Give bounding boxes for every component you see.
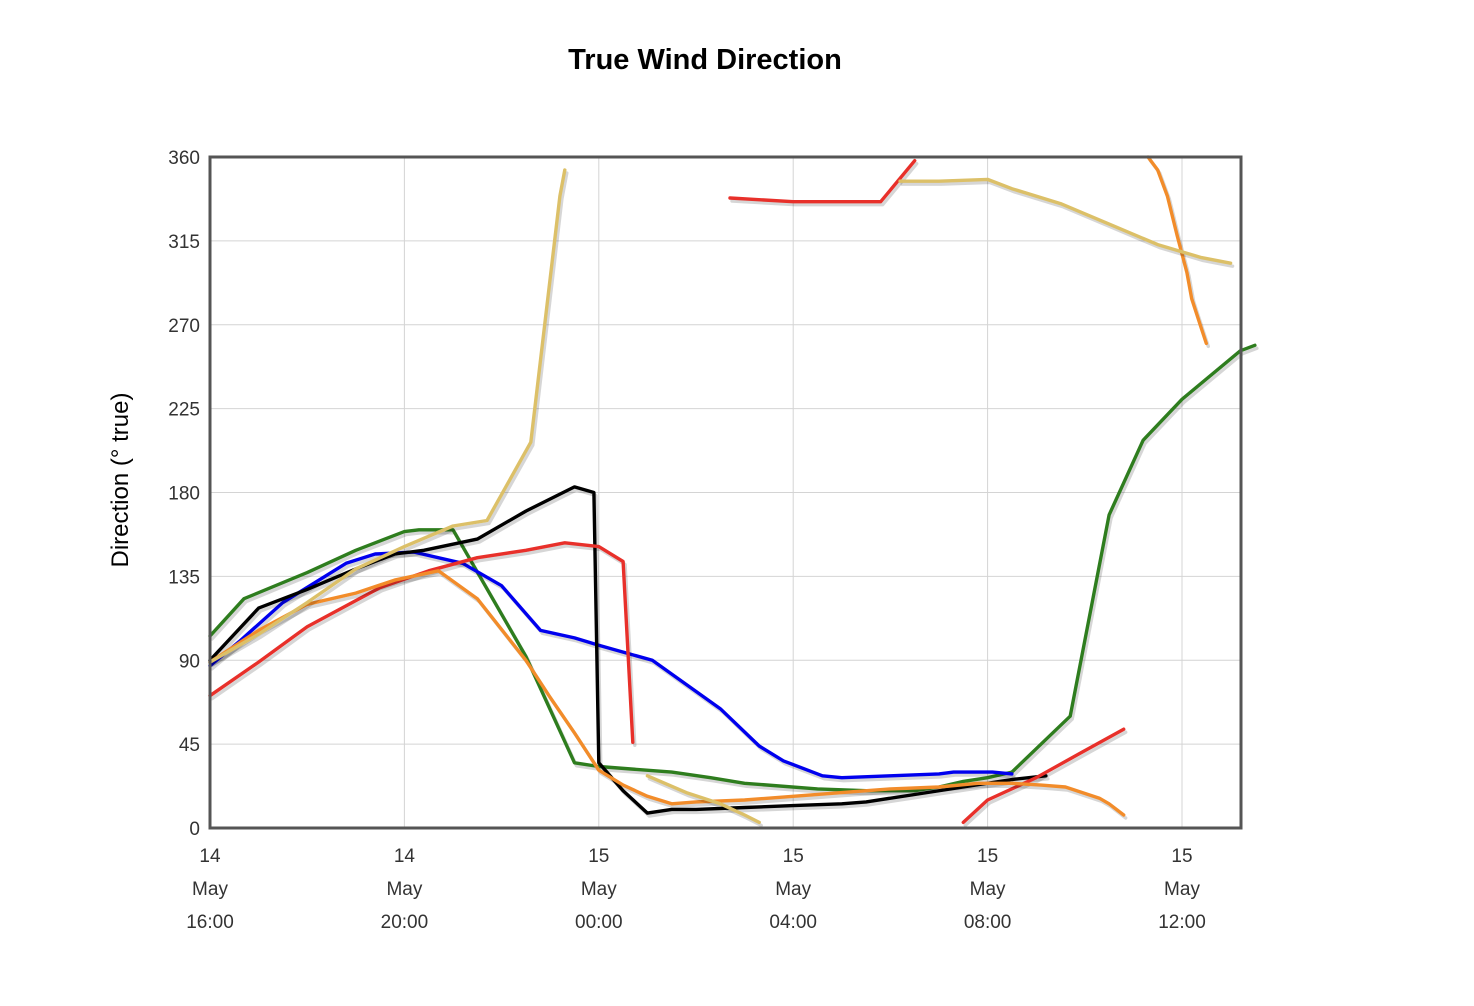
series-line-5 [208,569,1126,817]
y-axis-label: Direction (° true) [107,393,134,568]
y-tick-label: 225 [168,400,200,421]
series-shadow [963,730,1128,828]
series-shadow [210,171,569,667]
x-tick-label: 14 [394,846,416,867]
series-line-6 [898,177,1233,265]
x-tick-label: 16:00 [186,912,234,933]
series-line-3 [208,485,1048,815]
series-shadow [210,346,1259,796]
x-tick-label: May [970,879,1006,900]
series-line-6 [645,774,761,825]
x-tick-label: May [581,879,617,900]
chart-title: True Wind Direction [568,44,842,76]
x-tick-label: 04:00 [769,912,817,933]
series-line-4 [728,159,917,204]
series-line-6 [208,168,567,664]
x-tick-label: 15 [977,846,998,867]
x-tick-label: 14 [199,846,221,867]
tick-labels: 0 45 90 135 180 225 270 315 360 14 May 16:00 14 May 20… [168,148,1205,933]
y-tick-label: 270 [168,316,200,337]
x-tick-label: May [1164,879,1200,900]
y-tick-label: 0 [189,819,200,840]
x-tick-label: May [386,879,422,900]
series-line-2 [208,550,1014,780]
x-tick-label: 00:00 [575,912,623,933]
y-tick-label: 180 [168,484,200,505]
series-line-5 [1146,155,1208,346]
series-line-1 [208,343,1257,793]
y-tick-label: 135 [168,567,200,588]
y-tick-label: 315 [168,232,200,253]
y-tick-label: 90 [179,651,200,672]
grid-lines [209,156,1241,829]
plot-frame [208,155,1243,830]
x-tick-label: May [192,879,228,900]
x-tick-label: May [775,879,811,900]
x-tick-label: 15 [1171,846,1192,867]
series-shadow [730,162,919,207]
series-shadow [647,777,763,828]
series-shadow [900,180,1235,268]
y-tick-label: 45 [179,735,200,756]
series-line-4 [961,727,1126,825]
series-line-4 [208,541,635,744]
x-tick-label: 20:00 [381,912,429,933]
x-tick-label: 08:00 [964,912,1012,933]
x-tick-label: 15 [783,846,804,867]
x-tick-label: 12:00 [1158,912,1206,933]
y-tick-label: 360 [168,148,200,169]
series-lines [208,155,1259,828]
x-tick-label: 15 [588,846,609,867]
series-shadow [210,572,1128,820]
